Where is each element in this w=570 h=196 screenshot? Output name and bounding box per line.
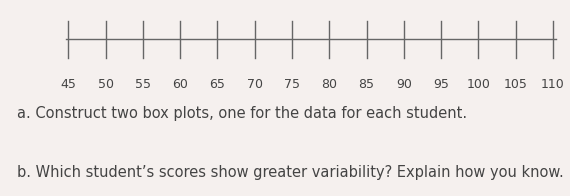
Text: 105: 105 [504,78,528,91]
Text: 50: 50 [97,78,113,91]
Text: b. Which student’s scores show greater variability? Explain how you know.: b. Which student’s scores show greater v… [17,165,564,180]
Text: 60: 60 [172,78,188,91]
Text: 80: 80 [321,78,337,91]
Text: 70: 70 [247,78,263,91]
Text: 65: 65 [210,78,225,91]
Text: 75: 75 [284,78,300,91]
Text: 55: 55 [135,78,151,91]
Text: 110: 110 [541,78,565,91]
Text: 45: 45 [60,78,76,91]
Text: 85: 85 [359,78,374,91]
Text: 100: 100 [466,78,490,91]
Text: 90: 90 [396,78,412,91]
Text: 95: 95 [433,78,449,91]
Text: a. Construct two box plots, one for the data for each student.: a. Construct two box plots, one for the … [17,106,467,121]
